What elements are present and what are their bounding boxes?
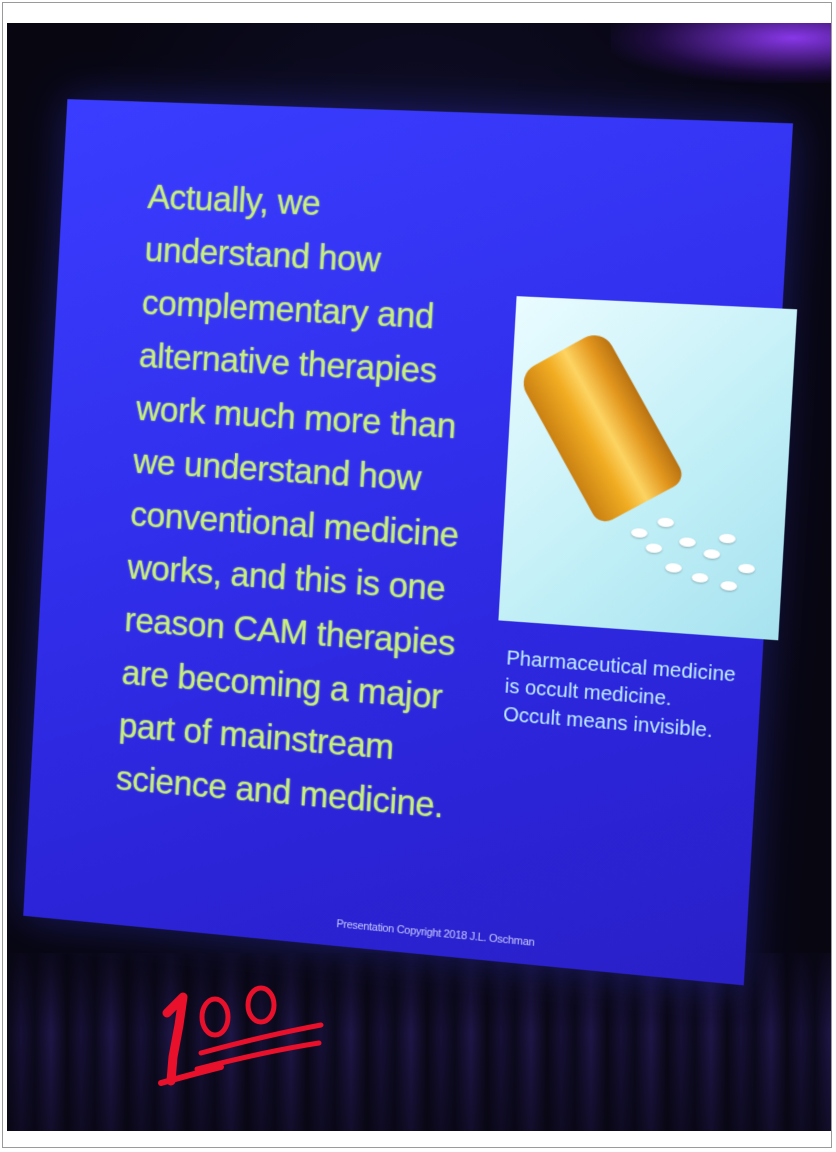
copyright-notice: Presentation Copyright 2018 J.L. Oschman	[336, 918, 535, 949]
pill	[657, 517, 674, 527]
hundred-points-icon	[157, 985, 327, 1105]
pill	[665, 563, 682, 573]
presentation-photo: Actually, we understand how complementar…	[7, 23, 831, 1131]
pill	[738, 563, 755, 573]
pill	[645, 543, 662, 553]
pill-bottle	[516, 328, 686, 526]
pill	[679, 537, 696, 547]
pill	[703, 549, 720, 559]
purple-stage-light	[611, 23, 831, 83]
pill	[720, 581, 737, 591]
pill	[631, 528, 648, 538]
slide-main-text: Actually, we understand how complementar…	[115, 171, 503, 836]
pill-bottle-icon	[498, 296, 797, 640]
pill	[691, 573, 708, 583]
pill	[719, 533, 736, 543]
image-caption: Pharmaceutical medicine is occult medici…	[502, 644, 774, 750]
projected-slide: Actually, we understand how complementar…	[23, 99, 793, 985]
